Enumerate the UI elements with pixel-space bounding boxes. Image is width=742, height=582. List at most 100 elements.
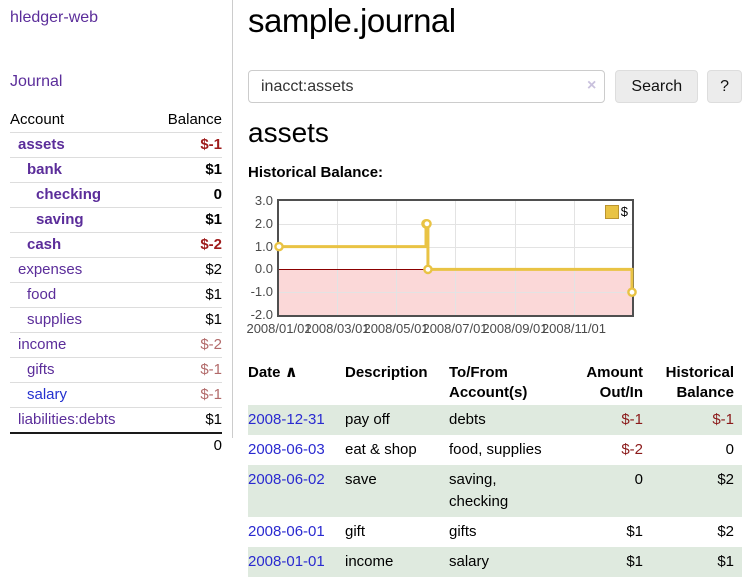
search-input[interactable]	[248, 70, 606, 103]
account-balance: $1	[205, 161, 222, 178]
account-link-cash[interactable]: cash	[27, 236, 62, 253]
x-tick-label: 2008/07/01	[422, 321, 488, 336]
transaction-balance: $-1	[712, 411, 734, 428]
account-balance: $-1	[200, 386, 222, 403]
transaction-balance: 0	[725, 441, 734, 458]
sidebar-divider	[232, 0, 233, 438]
legend-label: $	[620, 204, 628, 219]
account-balance: $1	[205, 211, 222, 228]
x-gridline	[337, 201, 339, 315]
clear-search-icon[interactable]: ×	[587, 77, 597, 94]
account-balance: $1	[205, 411, 222, 428]
x-gridline	[396, 201, 398, 315]
y-tick-label: 0.0	[254, 261, 273, 277]
account-link-gifts[interactable]: gifts	[27, 361, 55, 378]
account-link-supplies[interactable]: supplies	[27, 311, 83, 328]
app-brand-link[interactable]: hledger-web	[10, 9, 99, 26]
account-row: assets $-1	[10, 132, 222, 158]
main-content: sample.journal × Search ? assets Histori…	[246, 0, 742, 577]
transaction-date-link[interactable]: 2008-06-02	[248, 471, 325, 488]
y-tick-label: -2.0	[250, 307, 273, 322]
chart-legend: $	[604, 204, 628, 219]
transaction-amount: $1	[626, 523, 643, 540]
register-row: 2008-06-03 eat & shop food, supplies $-2 0	[248, 435, 742, 465]
accounts-header-row: Account Balance	[10, 108, 222, 133]
register-row: 2008-12-31 pay off debts $-1 $-1	[248, 405, 742, 435]
x-gridline	[514, 201, 516, 315]
account-link-assets[interactable]: assets	[18, 136, 65, 153]
sidebar: hledger-web Journal Account Balance asse…	[0, 0, 232, 458]
account-row: checking 0	[10, 182, 222, 208]
account-link-checking[interactable]: checking	[36, 186, 102, 203]
search-button[interactable]: Search	[615, 70, 699, 103]
transaction-description: pay off	[345, 411, 390, 428]
account-balance: $2	[205, 261, 222, 278]
chart-title: Historical Balance:	[248, 164, 384, 181]
x-tick-label: 2008/01/01	[246, 321, 312, 336]
x-gridline	[573, 201, 575, 315]
account-row: supplies $1	[10, 307, 222, 333]
x-tick-label: 2008/11/01	[541, 321, 607, 336]
transaction-amount: $1	[626, 553, 643, 570]
account-balance: $-1	[200, 136, 222, 153]
account-link-liabilities-debts[interactable]: liabilities:debts	[18, 411, 116, 428]
y-gridline	[279, 223, 632, 225]
account-link-income[interactable]: income	[18, 336, 67, 353]
search-bar: × Search ?	[248, 70, 742, 103]
account-link-bank[interactable]: bank	[27, 161, 63, 178]
chart-plot-area: $	[274, 199, 637, 317]
search-box: ×	[248, 70, 606, 103]
account-link-expenses[interactable]: expenses	[18, 261, 83, 278]
transaction-amount: $-1	[621, 411, 643, 428]
transaction-date-link[interactable]: 2008-06-01	[248, 523, 325, 540]
transaction-amount: $-2	[621, 441, 643, 458]
account-row: food $1	[10, 282, 222, 308]
account-link-salary[interactable]: salary	[27, 386, 68, 403]
help-button[interactable]: ?	[707, 70, 742, 103]
accounts-header-balance: Balance	[167, 111, 222, 128]
account-balance: $-2	[200, 336, 222, 353]
accounts-total-row: 0	[10, 433, 222, 458]
account-row: salary $-1	[10, 382, 222, 408]
transaction-date-link[interactable]: 2008-06-03	[248, 441, 325, 458]
col-amount: Amount Out/In	[586, 364, 643, 401]
col-date[interactable]: Date ∧	[248, 364, 298, 381]
y-tick-label: 3.0	[254, 193, 273, 208]
register-row: 2008-01-01 income salary $1 $1	[248, 547, 742, 577]
nav-journal-link[interactable]: Journal	[10, 73, 63, 90]
y-tick-label: -1.0	[250, 284, 273, 300]
transaction-date-link[interactable]: 2008-01-01	[248, 553, 325, 570]
account-link-food[interactable]: food	[27, 286, 57, 303]
transaction-accounts: saving, checking	[449, 471, 509, 510]
register-row: 2008-06-02 save saving, checking 0 $2	[248, 465, 742, 517]
transaction-date-link[interactable]: 2008-12-31	[248, 411, 325, 428]
col-description: Description	[345, 364, 428, 381]
transaction-accounts: debts	[449, 411, 486, 428]
account-balance: 0	[213, 186, 222, 203]
accounts-total-value: 0	[213, 437, 222, 454]
col-tofrom-accounts: To/From Account(s)	[449, 364, 528, 401]
x-gridline	[455, 201, 457, 315]
transaction-accounts: salary	[449, 553, 490, 570]
register-row: 2008-06-01 gift gifts $1 $2	[248, 517, 742, 547]
account-row: liabilities:debts $1	[10, 407, 222, 434]
account-balance: $-1	[200, 361, 222, 378]
accounts-header-account: Account	[10, 111, 65, 128]
transaction-description: gift	[345, 523, 366, 540]
y-tick-label: 2.0	[254, 215, 273, 231]
account-row: saving $1	[10, 207, 222, 233]
account-balance: $1	[205, 311, 222, 328]
transaction-balance: $2	[717, 523, 734, 540]
x-tick-label: 2008/05/01	[363, 321, 429, 336]
balance-series	[274, 218, 637, 297]
account-balance: $-2	[200, 236, 222, 253]
account-row: cash $-2	[10, 232, 222, 258]
register-header-row: Date ∧ Description To/From Account(s) Am…	[248, 361, 742, 405]
y-gridline	[279, 292, 632, 294]
transaction-amount: 0	[634, 471, 643, 488]
account-heading: assets	[248, 117, 329, 148]
account-link-saving[interactable]: saving	[36, 211, 84, 228]
balance-chart[interactable]: $ 3.0 2.0 1.0 0.0 -1.0 -2.0 2008/01/01 2008/03…	[246, 193, 742, 339]
page-title: sample.journal	[248, 2, 456, 39]
account-row: expenses $2	[10, 257, 222, 283]
